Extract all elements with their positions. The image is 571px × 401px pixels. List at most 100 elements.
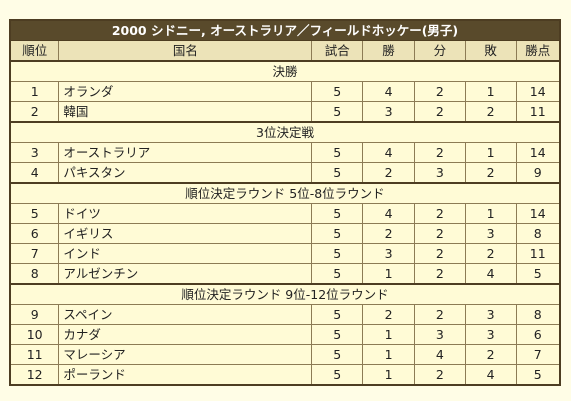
table-row: 10 カナダ 5 1 3 3 6 [9, 324, 561, 345]
cell-rank: 2 [9, 101, 60, 123]
cell-played: 5 [311, 162, 364, 184]
cell-points: 6 [515, 324, 561, 345]
header-losses: 敗 [464, 40, 517, 62]
cell-points: 7 [515, 344, 561, 365]
cell-played: 5 [311, 304, 364, 325]
cell-draws: 2 [413, 263, 466, 285]
cell-rank: 12 [9, 364, 60, 386]
cell-losses: 3 [464, 324, 517, 345]
cell-played: 5 [311, 243, 364, 264]
cell-points: 14 [515, 142, 561, 163]
cell-points: 8 [515, 223, 561, 244]
cell-wins: 2 [362, 162, 415, 184]
cell-draws: 2 [413, 101, 466, 123]
cell-country: インド [58, 243, 313, 264]
cell-draws: 3 [413, 324, 466, 345]
cell-country: パキスタン [58, 162, 313, 184]
cell-wins: 2 [362, 304, 415, 325]
table-title: 2000 シドニー, オーストラリア／フィールドホッケー(男子) [9, 19, 561, 41]
cell-rank: 4 [9, 162, 60, 184]
cell-wins: 3 [362, 243, 415, 264]
cell-played: 5 [311, 364, 364, 386]
header-wins: 勝 [362, 40, 415, 62]
cell-wins: 4 [362, 203, 415, 224]
section-label: 順位決定ラウンド 5位-8位ラウンド [9, 182, 561, 204]
table-row: 5 ドイツ 5 4 2 1 14 [9, 203, 561, 224]
cell-losses: 2 [464, 344, 517, 365]
cell-points: 14 [515, 203, 561, 224]
cell-draws: 2 [413, 142, 466, 163]
cell-losses: 4 [464, 364, 517, 386]
table-title-row: 2000 シドニー, オーストラリア／フィールドホッケー(男子) [9, 19, 561, 41]
cell-country: 韓国 [58, 101, 313, 123]
section-header-row: 順位決定ラウンド 5位-8位ラウンド [9, 182, 561, 204]
cell-points: 14 [515, 81, 561, 102]
cell-played: 5 [311, 101, 364, 123]
table-row: 6 イギリス 5 2 2 3 8 [9, 223, 561, 244]
cell-rank: 9 [9, 304, 60, 325]
cell-rank: 7 [9, 243, 60, 264]
cell-wins: 4 [362, 81, 415, 102]
section-header-row: 3位決定戦 [9, 121, 561, 143]
table-row: 2 韓国 5 3 2 2 11 [9, 101, 561, 123]
cell-played: 5 [311, 344, 364, 365]
cell-draws: 4 [413, 344, 466, 365]
cell-wins: 1 [362, 263, 415, 285]
cell-rank: 11 [9, 344, 60, 365]
header-played: 試合 [311, 40, 364, 62]
cell-played: 5 [311, 81, 364, 102]
cell-points: 5 [515, 263, 561, 285]
cell-draws: 2 [413, 81, 466, 102]
header-points: 勝点 [515, 40, 561, 62]
table-row: 4 パキスタン 5 2 3 2 9 [9, 162, 561, 184]
cell-played: 5 [311, 223, 364, 244]
cell-rank: 8 [9, 263, 60, 285]
cell-country: イギリス [58, 223, 313, 244]
cell-wins: 4 [362, 142, 415, 163]
cell-points: 11 [515, 101, 561, 123]
cell-played: 5 [311, 324, 364, 345]
cell-losses: 1 [464, 142, 517, 163]
section-label: 順位決定ラウンド 9位-12位ラウンド [9, 283, 561, 305]
cell-country: ドイツ [58, 203, 313, 224]
cell-wins: 1 [362, 324, 415, 345]
cell-losses: 1 [464, 81, 517, 102]
cell-losses: 2 [464, 101, 517, 123]
cell-losses: 1 [464, 203, 517, 224]
cell-wins: 1 [362, 364, 415, 386]
cell-points: 5 [515, 364, 561, 386]
cell-wins: 3 [362, 101, 415, 123]
header-draws: 分 [413, 40, 466, 62]
cell-country: オランダ [58, 81, 313, 102]
cell-draws: 2 [413, 223, 466, 244]
table-row: 3 オーストラリア 5 4 2 1 14 [9, 142, 561, 163]
cell-rank: 1 [9, 81, 60, 102]
table-row: 1 オランダ 5 4 2 1 14 [9, 81, 561, 102]
cell-draws: 2 [413, 203, 466, 224]
header-country: 国名 [58, 40, 313, 62]
header-rank: 順位 [9, 40, 60, 62]
cell-wins: 1 [362, 344, 415, 365]
cell-draws: 2 [413, 243, 466, 264]
cell-played: 5 [311, 203, 364, 224]
table-row: 9 スペイン 5 2 2 3 8 [9, 304, 561, 325]
cell-played: 5 [311, 263, 364, 285]
cell-country: スペイン [58, 304, 313, 325]
cell-losses: 2 [464, 162, 517, 184]
cell-losses: 3 [464, 304, 517, 325]
cell-rank: 5 [9, 203, 60, 224]
cell-points: 11 [515, 243, 561, 264]
results-table: 2000 シドニー, オーストラリア／フィールドホッケー(男子) 順位 国名 試… [9, 19, 561, 386]
column-header-row: 順位 国名 試合 勝 分 敗 勝点 [9, 40, 561, 62]
table-row: 8 アルゼンチン 5 1 2 4 5 [9, 263, 561, 285]
cell-country: アルゼンチン [58, 263, 313, 285]
section-header-row: 順位決定ラウンド 9位-12位ラウンド [9, 283, 561, 305]
cell-points: 8 [515, 304, 561, 325]
cell-country: オーストラリア [58, 142, 313, 163]
cell-losses: 4 [464, 263, 517, 285]
table-row: 11 マレーシア 5 1 4 2 7 [9, 344, 561, 365]
cell-country: ポーランド [58, 364, 313, 386]
cell-country: マレーシア [58, 344, 313, 365]
table-row: 12 ポーランド 5 1 2 4 5 [9, 364, 561, 386]
table-body: 決勝 1 オランダ 5 4 2 1 14 2 韓国 5 3 2 2 11 3位決定戦 3 オーストラリア 5 4 2 1 1… [9, 60, 561, 386]
